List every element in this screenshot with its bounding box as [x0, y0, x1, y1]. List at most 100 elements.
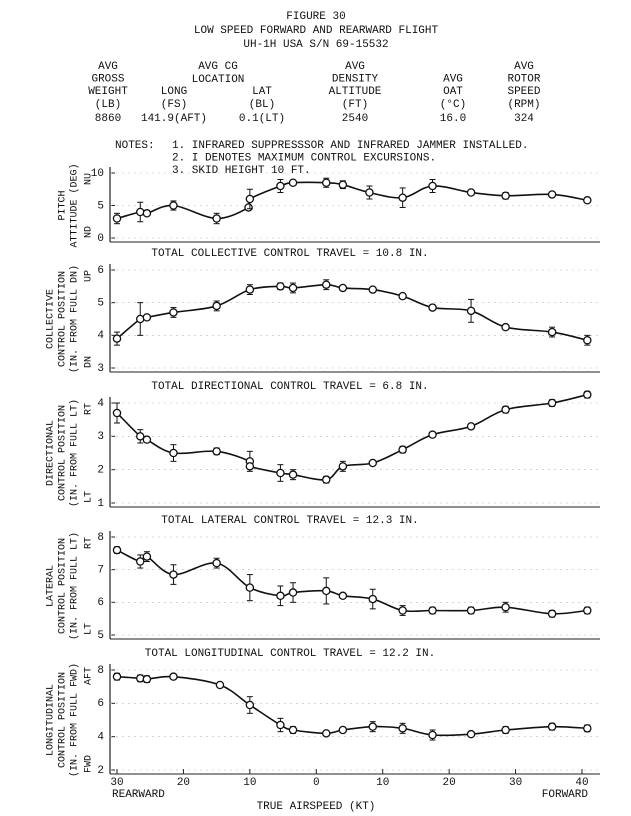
data-point [245, 583, 255, 592]
table-value: 16.0 [440, 113, 466, 125]
y-tick-label: 6 [97, 265, 104, 277]
panel-title: TOTAL DIRECTIONAL CONTROL TRAVEL = 6.8 I… [151, 381, 428, 393]
y-tick-label: 0 [97, 233, 104, 245]
y-axis-label: (IN. FROM FULL FWD) [69, 663, 81, 777]
data-point [321, 475, 331, 484]
y-tick-label: 4 [97, 398, 104, 410]
y-tick-label: 10 [91, 168, 104, 180]
data-point [398, 291, 407, 301]
data-point [112, 214, 122, 223]
y-axis-label: LONGITUDINAL [46, 684, 57, 756]
y-tick-label: 4 [97, 732, 104, 744]
data-point [169, 672, 178, 681]
y-tick-label: 5 [97, 630, 104, 642]
y-axis-label: CONTROL POSITION [58, 672, 69, 768]
data-point [112, 408, 122, 418]
panel-title: TOTAL LONGITUDINAL CONTROL TRAVEL = 12.2… [145, 648, 435, 660]
data-point [276, 181, 285, 191]
data-point [169, 448, 178, 458]
data-point [428, 606, 437, 615]
data-point [212, 447, 221, 456]
figure-number: FIGURE 30 [286, 11, 345, 23]
data-point [398, 606, 407, 615]
data-point [142, 313, 152, 322]
table-header: (FS) [161, 99, 187, 111]
data-point [212, 558, 221, 568]
data-point [276, 468, 285, 478]
y-tick-label: 2 [97, 765, 104, 777]
data-point [288, 178, 298, 187]
data-point [245, 462, 255, 471]
y-side-label: RT [84, 537, 95, 549]
data-point [547, 722, 557, 731]
data-point [276, 591, 285, 601]
x-axis-label: TRUE AIRSPEED (KT) [257, 801, 376, 813]
data-point [583, 390, 592, 399]
y-axis-label: LATERAL [46, 565, 57, 607]
x-tick-label: 20 [177, 777, 190, 789]
data-point [583, 196, 592, 205]
y-tick-label: 2 [97, 465, 104, 477]
data-point [276, 282, 285, 291]
data-point [276, 720, 285, 730]
y-tick-label: 8 [97, 532, 104, 544]
data-point [288, 588, 298, 597]
data-point [135, 557, 145, 566]
data-point [288, 283, 298, 293]
y-side-label: AFT [84, 667, 95, 685]
y-axis-label: ATTITUDE (DEG) [69, 163, 81, 247]
y-axis-label: (IN. FROM FULL LT) [69, 399, 81, 507]
data-point [212, 301, 221, 311]
x-side-label: FORWARD [542, 789, 589, 801]
data-point [215, 680, 225, 690]
figure-title: LOW SPEED FORWARD AND REARWARD FLIGHT [194, 25, 439, 37]
data-point [501, 602, 510, 612]
note: 3. SKID HEIGHT 10 FT. [172, 165, 311, 177]
y-side-label: ND [84, 226, 95, 238]
y-side-label: RT [84, 403, 95, 415]
table-value: 2540 [342, 113, 368, 125]
x-side-label: REARWARD [112, 789, 165, 801]
data-point [466, 306, 476, 316]
data-point [135, 432, 145, 441]
table-value: 141.9(AFT) [141, 113, 207, 125]
data-point [583, 335, 592, 345]
y-tick-label: 7 [97, 565, 104, 577]
table-value: 8860 [95, 113, 121, 125]
y-axis-label: PITCH [58, 190, 69, 220]
data-point [338, 591, 348, 601]
x-tick-label: 40 [575, 777, 588, 789]
data-point [501, 191, 510, 200]
notes-label: NOTES: [115, 140, 155, 152]
y-side-label: LT [84, 491, 95, 503]
data-point [466, 606, 476, 615]
figure-subtitle: UH-1H USA S/N 69-15532 [243, 39, 388, 51]
data-point [398, 193, 407, 202]
y-axis-label: COLLECTIVE [46, 289, 57, 349]
y-axis-label: CONTROL POSITION [58, 538, 69, 634]
data-point [244, 203, 253, 212]
data-point [169, 308, 178, 317]
data-point [501, 405, 510, 414]
table-header: (BL) [249, 99, 275, 111]
table-group: AVG CG [198, 61, 238, 73]
data-point [245, 194, 255, 204]
data-point [466, 188, 476, 197]
table-group: LOCATION [192, 74, 245, 86]
data-point [428, 181, 437, 191]
y-tick-label: 6 [97, 698, 104, 710]
data-point [466, 422, 476, 431]
data-point [321, 586, 331, 596]
table-header: SPEED [507, 86, 540, 98]
data-point [547, 327, 557, 337]
data-point [398, 724, 407, 733]
data-point [169, 570, 178, 579]
y-axis-label: CONTROL POSITION [58, 405, 69, 501]
data-point [583, 606, 592, 615]
table-header: AVG [345, 61, 365, 73]
data-point [321, 729, 331, 738]
y-tick-label: 6 [97, 597, 104, 609]
table-header: GROSS [91, 74, 124, 86]
table-header: (°C) [440, 99, 466, 111]
table-header: ALTITUDE [329, 86, 382, 98]
